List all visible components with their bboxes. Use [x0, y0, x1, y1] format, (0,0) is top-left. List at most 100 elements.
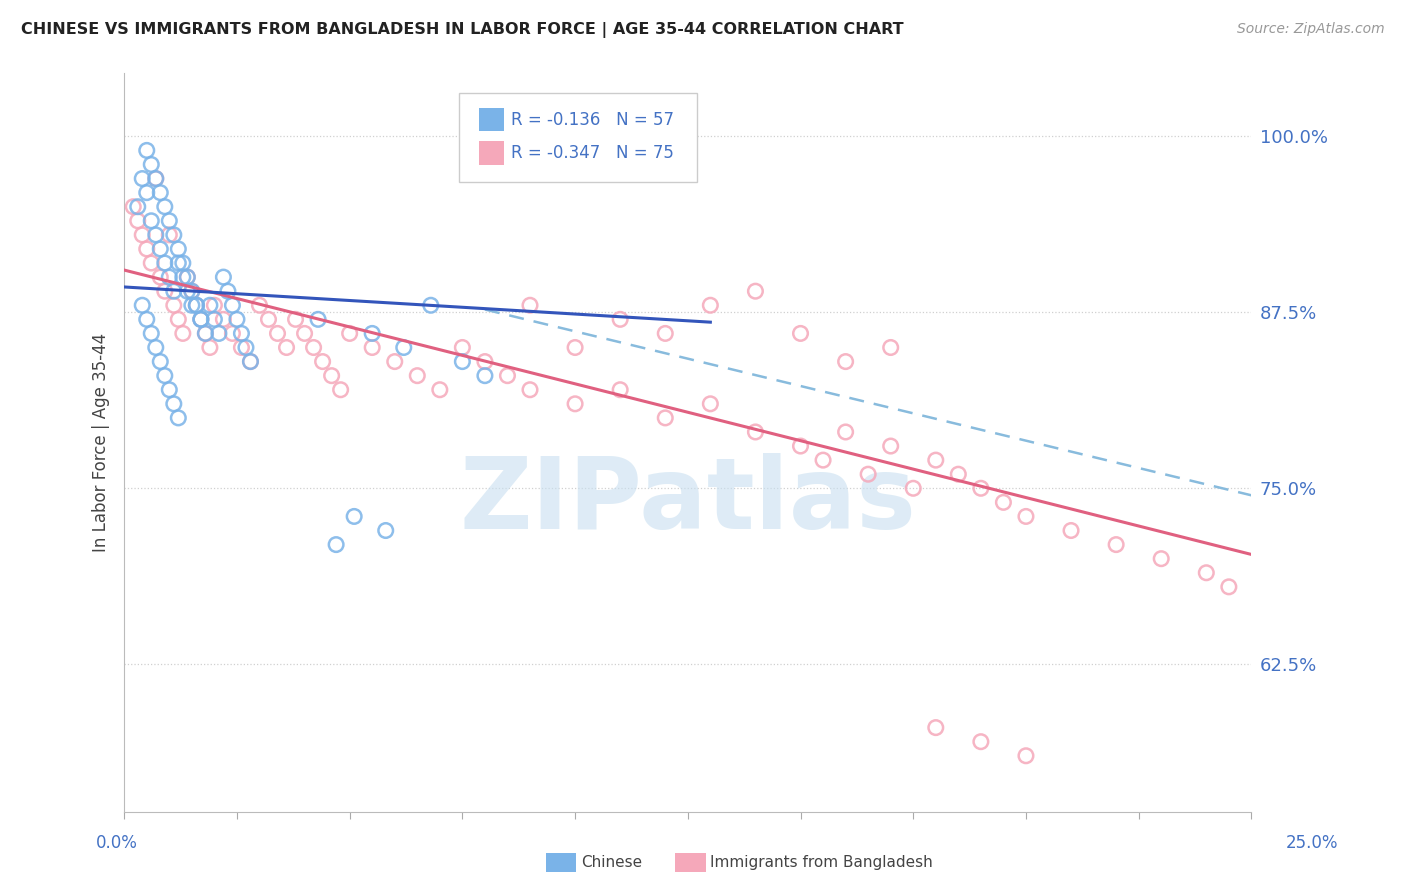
Point: [374, 524, 396, 538]
Point: [135, 312, 157, 326]
Point: [190, 312, 212, 326]
Point: [239, 354, 262, 368]
Point: [157, 270, 180, 285]
Point: [153, 368, 176, 383]
Point: [163, 227, 186, 242]
Point: [519, 383, 541, 397]
Text: R = -0.347   N = 75: R = -0.347 N = 75: [510, 144, 673, 161]
Point: [231, 326, 253, 341]
Point: [925, 453, 948, 467]
Point: [131, 298, 153, 312]
Point: [145, 171, 167, 186]
Point: [1150, 551, 1173, 566]
Point: [834, 354, 856, 368]
Point: [451, 341, 474, 355]
Point: [925, 721, 948, 735]
Point: [321, 368, 343, 383]
Y-axis label: In Labor Force | Age 35-44: In Labor Force | Age 35-44: [93, 333, 110, 552]
Point: [307, 312, 329, 326]
Point: [339, 326, 361, 341]
Point: [180, 284, 202, 298]
Point: [157, 214, 180, 228]
Point: [145, 171, 167, 186]
Point: [294, 326, 316, 341]
Point: [361, 341, 384, 355]
Point: [131, 227, 153, 242]
Point: [221, 298, 243, 312]
Point: [1060, 524, 1083, 538]
Text: Chinese: Chinese: [581, 855, 641, 870]
Point: [198, 341, 221, 355]
Point: [384, 354, 406, 368]
Point: [141, 326, 163, 341]
Text: R = -0.136   N = 57: R = -0.136 N = 57: [510, 111, 673, 128]
Point: [564, 397, 586, 411]
Point: [172, 256, 194, 270]
Point: [167, 256, 190, 270]
FancyBboxPatch shape: [479, 141, 505, 165]
Point: [186, 298, 208, 312]
Point: [190, 312, 212, 326]
Point: [266, 326, 288, 341]
Point: [325, 538, 347, 552]
Point: [474, 368, 496, 383]
Point: [127, 200, 149, 214]
Point: [141, 157, 163, 171]
Point: [202, 312, 225, 326]
Point: [948, 467, 970, 482]
Point: [198, 298, 221, 312]
Point: [429, 383, 451, 397]
Point: [519, 298, 541, 312]
Point: [496, 368, 519, 383]
Point: [212, 312, 235, 326]
Point: [194, 326, 217, 341]
Point: [451, 354, 474, 368]
Point: [149, 242, 172, 256]
Point: [172, 326, 194, 341]
Point: [163, 298, 186, 312]
Point: [1015, 509, 1038, 524]
Point: [180, 284, 202, 298]
Point: [235, 341, 257, 355]
Point: [231, 341, 253, 355]
Point: [419, 298, 441, 312]
Point: [208, 326, 231, 341]
Point: [149, 354, 172, 368]
Point: [157, 383, 180, 397]
Point: [1218, 580, 1240, 594]
Point: [194, 326, 217, 341]
Point: [970, 734, 993, 748]
Point: [789, 439, 811, 453]
Text: 0.0%: 0.0%: [96, 834, 138, 852]
Point: [1195, 566, 1218, 580]
Point: [654, 326, 676, 341]
Point: [131, 171, 153, 186]
Point: [1015, 748, 1038, 763]
Point: [153, 200, 176, 214]
Text: CHINESE VS IMMIGRANTS FROM BANGLADESH IN LABOR FORCE | AGE 35-44 CORRELATION CHA: CHINESE VS IMMIGRANTS FROM BANGLADESH IN…: [21, 22, 904, 38]
Point: [122, 200, 145, 214]
Point: [239, 354, 262, 368]
Point: [993, 495, 1015, 509]
Point: [257, 312, 280, 326]
Point: [564, 341, 586, 355]
Point: [153, 284, 176, 298]
Point: [135, 186, 157, 200]
FancyBboxPatch shape: [458, 93, 697, 182]
Point: [190, 312, 212, 326]
Point: [149, 270, 172, 285]
Point: [127, 214, 149, 228]
Point: [167, 242, 190, 256]
Point: [879, 439, 901, 453]
Point: [145, 227, 167, 242]
Point: [654, 410, 676, 425]
Point: [699, 298, 721, 312]
Point: [343, 509, 366, 524]
Text: ZIPatlas: ZIPatlas: [460, 453, 917, 550]
Point: [392, 341, 415, 355]
Point: [180, 298, 202, 312]
Point: [176, 284, 198, 298]
Point: [226, 312, 249, 326]
Point: [903, 481, 925, 495]
Point: [186, 298, 208, 312]
